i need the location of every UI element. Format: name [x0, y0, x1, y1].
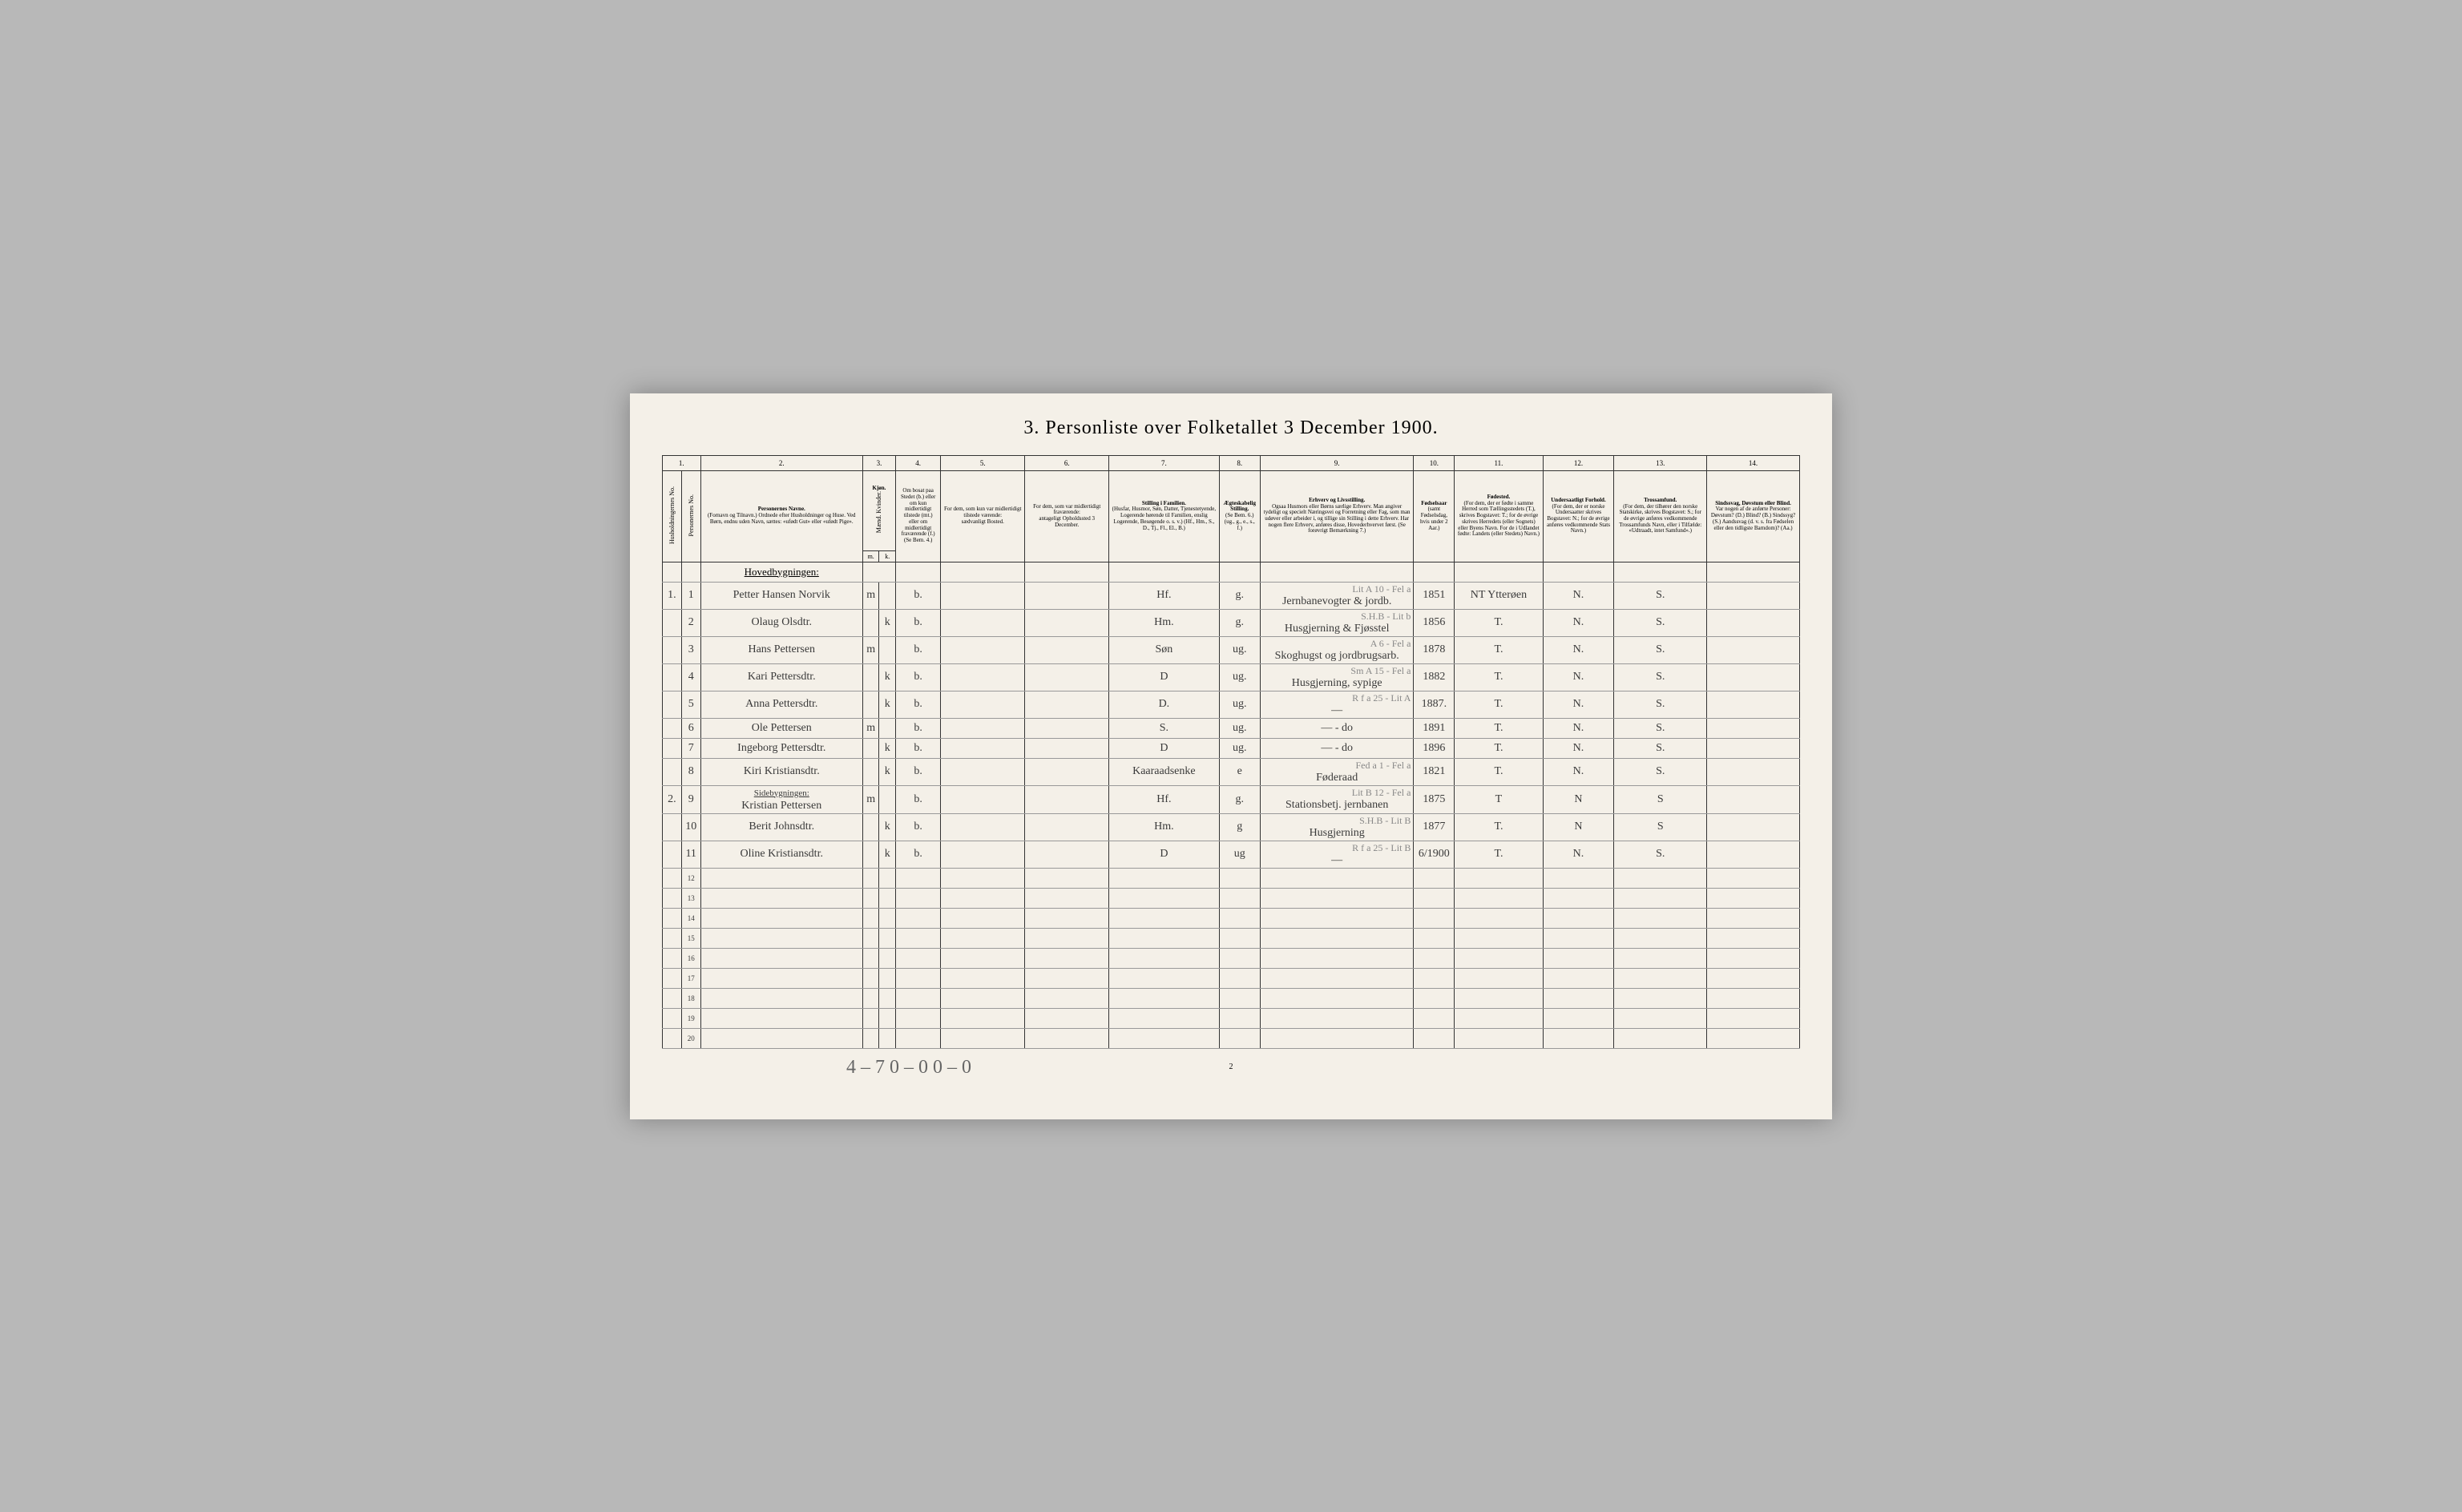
table-row: 5 Anna Pettersdtr. k b. D. ug. R f a 25 …: [663, 691, 1800, 718]
col-num-5: 5.: [941, 455, 1025, 470]
table-row-empty: 18: [663, 988, 1800, 1008]
col-num-10: 10.: [1414, 455, 1455, 470]
hdr-egte-sub: (Se Bem. 6.) (ug., g., e., s., f.): [1225, 512, 1255, 530]
table-row: 10 Berit Johnsdtr. k b. Hm. g S.H.B - Li…: [663, 813, 1800, 841]
hdr-fodsel-sub: (samt Fødselsdag, hvis under 2 Aar.): [1420, 506, 1448, 530]
table-row: 4 Kari Pettersdtr. k b. D ug. Sm A 15 - …: [663, 663, 1800, 691]
hdr-stilling-fam: Stilling i Familien. (Husfar, Husmor, Sø…: [1109, 470, 1219, 562]
table-row: 8 Kiri Kristiansdtr. k b. Kaaraadsenke e…: [663, 758, 1800, 785]
table-body: Hovedbygningen: 1. 1 Petter Hansen Norvi…: [663, 562, 1800, 1048]
col-num-13: 13.: [1614, 455, 1707, 470]
hdr-erhverv-sub: Ogsaa Husmors eller Børns særlige Erhver…: [1264, 503, 1411, 534]
hdr-bosat-text: Om bosat paa Stedet (b.) eller om kun mi…: [901, 487, 935, 537]
hdr-midl-f-text: For dem, som var midlertidigt fraværende…: [1033, 503, 1100, 516]
census-page: 3. Personliste over Folketallet 3 Decemb…: [630, 393, 1832, 1119]
table-row-empty: 12: [663, 868, 1800, 888]
col-num-12: 12.: [1543, 455, 1614, 470]
hdr-m: m.: [862, 550, 879, 562]
col-num-4: 4.: [896, 455, 941, 470]
table-row-empty: 13: [663, 888, 1800, 908]
hdr-k: k.: [879, 550, 896, 562]
header-row: Husholdningernes No. Personernes No. Per…: [663, 470, 1800, 550]
hdr-bosat-sub: (Se Bem. 4.): [904, 537, 932, 543]
hdr-midl-frav: For dem, som var midlertidigt fraværende…: [1025, 470, 1109, 562]
hdr-navn: Personernes Navne. (Fornavn og Tilnavn.)…: [700, 470, 862, 562]
hdr-erhverv: Erhverv og Livsstilling. Ogsaa Husmors e…: [1260, 470, 1414, 562]
col-num-1: 1.: [663, 455, 701, 470]
table-row: 7 Ingeborg Pettersdtr. k b. D ug. — - do…: [663, 738, 1800, 758]
hdr-tros: Trossamfund. (For dem, der tilhører den …: [1614, 470, 1707, 562]
table-row-empty: 14: [663, 908, 1800, 928]
table-row: 2 Olaug Olsdtr. k b. Hm. g. S.H.B - Lit …: [663, 609, 1800, 636]
hdr-midl-tilstede: For dem, som kun var midlertidigt tilste…: [941, 470, 1025, 562]
col-num-3: 3.: [862, 455, 895, 470]
table-row: 11 Oline Kristiansdtr. k b. D ug R f a 2…: [663, 841, 1800, 868]
col-num-6: 6.: [1025, 455, 1109, 470]
hdr-kjon-title: Kjøn.: [873, 485, 886, 491]
hdr-fodested: Fødested. (For dem, der er fødte i samme…: [1455, 470, 1543, 562]
table-row-empty: 15: [663, 928, 1800, 948]
hdr-fodsel: Fødselsaar (samt Fødselsdag, hvis under …: [1414, 470, 1455, 562]
building-header-row: Hovedbygningen:: [663, 562, 1800, 582]
hdr-stilling-sub: (Husfar, Husmor, Søn, Datter, Tjenestety…: [1112, 506, 1216, 530]
col-num-7: 7.: [1109, 455, 1219, 470]
col-num-14: 14.: [1707, 455, 1800, 470]
page-title: 3. Personliste over Folketallet 3 Decemb…: [662, 417, 1800, 439]
hdr-midl-f-sub: antageligt Opholdssted 3 December.: [1039, 515, 1095, 528]
census-table: 1. 2. 3. 4. 5. 6. 7. 8. 9. 10. 11. 12. 1…: [662, 455, 1800, 1049]
column-number-row: 1. 2. 3. 4. 5. 6. 7. 8. 9. 10. 11. 12. 1…: [663, 455, 1800, 470]
hdr-sinds-sub: Var nogen af de anførte Personer: Døvstu…: [1711, 506, 1795, 530]
hdr-tros-sub: (For dem, der tilhører den norske Statsk…: [1619, 503, 1701, 534]
table-row-empty: 17: [663, 968, 1800, 988]
hdr-kjon: Kjøn. Mænd. Kvinder.: [862, 470, 895, 550]
table-row-empty: 19: [663, 1008, 1800, 1028]
hdr-kjon-sub: Mænd. Kvinder.: [876, 491, 883, 533]
col-num-9: 9.: [1260, 455, 1414, 470]
hdr-sinds: Sindssvag, Døvstum eller Blind. Var noge…: [1707, 470, 1800, 562]
hdr-under-sub: (For dem, der er norske Undersaatter skr…: [1547, 503, 1610, 534]
table-row-empty: 16: [663, 948, 1800, 968]
hdr-fodested-sub: (For dem, der er fødte i samme Herred so…: [1458, 500, 1540, 537]
hdr-midl-t-text: For dem, som kun var midlertidigt tilste…: [944, 506, 1021, 518]
hdr-navn-sub: (Fornavn og Tilnavn.) Ordnede efter Hush…: [708, 512, 856, 525]
page-number: 2: [662, 1062, 1800, 1071]
hdr-egte: Ægteskabelig Stilling. (Se Bem. 6.) (ug.…: [1219, 470, 1260, 562]
hdr-bosat: Om bosat paa Stedet (b.) eller om kun mi…: [896, 470, 941, 562]
col-num-8: 8.: [1219, 455, 1260, 470]
table-row: 1. 1 Petter Hansen Norvik m b. Hf. g. Li…: [663, 582, 1800, 609]
table-row: 3 Hans Pettersen m b. Søn ug. A 6 - Fel …: [663, 636, 1800, 663]
hdr-midl-t-sub: sædvanligt Bosted.: [962, 518, 1004, 525]
hdr-under: Undersaatligt Forhold. (For dem, der er …: [1543, 470, 1614, 562]
col-num-11: 11.: [1455, 455, 1543, 470]
table-row-empty: 20: [663, 1028, 1800, 1048]
table-row: 2. 9 Sidebygningen:Kristian Pettersen m …: [663, 785, 1800, 813]
table-row: 6 Ole Pettersen m b. S. ug. — - do 1891 …: [663, 718, 1800, 738]
hdr-person-no: Personernes No.: [688, 494, 695, 536]
hdr-egte-title: Ægteskabelig Stilling.: [1224, 500, 1256, 513]
hdr-hushold: Husholdningernes No.: [668, 486, 676, 544]
col-num-2: 2.: [700, 455, 862, 470]
